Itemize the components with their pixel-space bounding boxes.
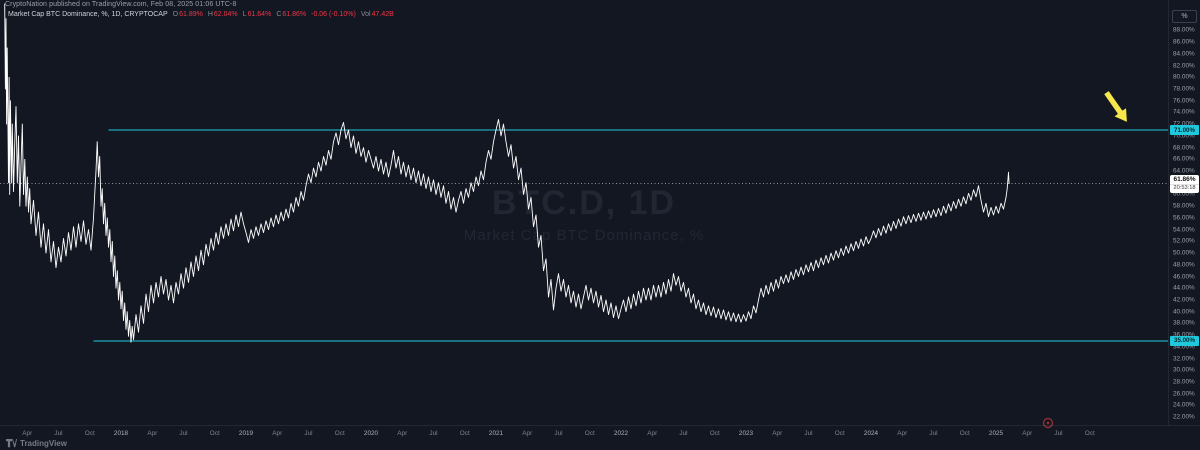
legend-row[interactable]: Market Cap BTC Dominance, %, 1D, CRYPTOC…: [8, 11, 394, 18]
time-tick-month: Apr: [522, 430, 533, 437]
price-tick-label: 82.00%: [1173, 62, 1195, 70]
time-tick-year: 2021: [488, 430, 504, 437]
time-tick-year: 2022: [613, 430, 629, 437]
time-tick-month: Apr: [22, 430, 33, 437]
price-tick-label: 54.00%: [1173, 226, 1195, 234]
price-tick-label: 72.00%: [1173, 121, 1195, 128]
price-tick-label: 46.00%: [1173, 273, 1195, 281]
dominance-line-series[interactable]: [4, 3, 1010, 343]
legend-close: C 61.86%: [276, 11, 307, 18]
time-tick-year: 2018: [113, 430, 129, 437]
price-tick-label: 88.00%: [1173, 26, 1195, 34]
time-tick-month: Jul: [429, 430, 438, 437]
support-price-tag: 35.00%: [1170, 335, 1199, 346]
bar-countdown: 20:53:18: [1170, 183, 1199, 192]
price-tick-label: 48.00%: [1173, 261, 1195, 269]
time-tick-month: Jul: [554, 430, 563, 437]
time-tick-month: Jul: [804, 430, 813, 437]
price-tick-label: 70.00%: [1173, 132, 1195, 140]
time-tick-year: 2024: [863, 430, 879, 437]
time-tick-month: Jul: [1054, 430, 1063, 437]
price-tick-label: 78.00%: [1173, 85, 1195, 93]
price-tick-label: 58.00%: [1173, 202, 1195, 210]
legend-volume: Vol 47.42B: [360, 11, 394, 18]
time-tick-month: Oct: [584, 430, 595, 437]
time-tick-month: Oct: [84, 430, 95, 437]
circle-badge: [1042, 417, 1054, 429]
price-tick-label: 36.00%: [1173, 332, 1195, 339]
price-tick-label: 28.00%: [1173, 378, 1195, 386]
price-tick-label: 26.00%: [1173, 390, 1195, 398]
price-tick-label: 52.00%: [1173, 237, 1195, 245]
time-tick-month: Oct: [959, 430, 970, 437]
price-tick-label: 80.00%: [1173, 73, 1195, 81]
price-tick-label: 56.00%: [1173, 214, 1195, 222]
price-tick-label: 34.00%: [1173, 343, 1195, 351]
price-tick-label: 66.00%: [1173, 155, 1195, 163]
tradingview-logo-text: TradingView: [20, 439, 67, 448]
time-tick-month: Oct: [1084, 430, 1095, 437]
price-tick-label: 38.00%: [1173, 319, 1195, 327]
price-tick-label: 84.00%: [1173, 50, 1195, 58]
time-tick-year: 2019: [238, 430, 254, 437]
time-tick-year: 2023: [738, 430, 754, 437]
tradingview-branding[interactable]: TradingView: [6, 439, 67, 448]
price-tick-label: 60.00%: [1173, 190, 1195, 198]
time-tick-month: Jul: [179, 430, 188, 437]
price-tick-label: 64.00%: [1173, 167, 1195, 175]
price-tick-label: 22.00%: [1173, 413, 1195, 421]
time-tick-month: Apr: [647, 430, 658, 437]
price-axis[interactable]: % 71.00% 35.00% 61.86% 20:53:18 88.00% 86…: [1168, 0, 1200, 425]
price-tick-label: 50.00%: [1173, 249, 1195, 257]
time-tick-month: Apr: [1022, 430, 1033, 437]
legend-low: L 61.64%: [242, 11, 272, 18]
time-tick-month: Apr: [147, 430, 158, 437]
time-tick-month: Apr: [897, 430, 908, 437]
time-tick-month: Jul: [54, 430, 63, 437]
time-tick-month: Apr: [772, 430, 783, 437]
legend-open: O 61.89%: [172, 11, 203, 18]
price-axis-unit: %: [1172, 10, 1197, 23]
time-tick-month: Apr: [272, 430, 283, 437]
time-tick-month: Jul: [679, 430, 688, 437]
price-tick-label: 40.00%: [1173, 308, 1195, 316]
price-tick-label: 68.00%: [1173, 144, 1195, 152]
time-tick-month: Oct: [834, 430, 845, 437]
time-tick-month: Jul: [929, 430, 938, 437]
time-tick-month: Oct: [334, 430, 345, 437]
time-tick-month: Oct: [459, 430, 470, 437]
price-tick-label: 24.00%: [1173, 401, 1195, 409]
price-tick-label: 74.00%: [1173, 108, 1195, 116]
price-tick-label: 76.00%: [1173, 97, 1195, 105]
price-tick-label: 32.00%: [1173, 355, 1195, 363]
last-price-value: 61.86%: [1173, 175, 1196, 183]
resistance-price-tag: 71.00%: [1170, 125, 1199, 135]
time-tick-month: Jul: [304, 430, 313, 437]
price-tick-label: 44.00%: [1173, 284, 1195, 292]
time-tick-year: 2020: [363, 430, 379, 437]
tradingview-logo-icon: [6, 439, 17, 448]
legend-high: H 62.04%: [207, 11, 238, 18]
last-price-tag: 61.86% 20:53:18: [1170, 174, 1199, 193]
price-tick-label: 42.00%: [1173, 296, 1195, 304]
time-tick-month: Oct: [209, 430, 220, 437]
legend-change: -0.06 (-0.10%): [311, 11, 356, 18]
price-tick-label: 30.00%: [1173, 366, 1195, 374]
price-tick-label: 86.00%: [1173, 38, 1195, 46]
time-tick-year: 2025: [988, 430, 1004, 437]
time-tick-month: Apr: [397, 430, 408, 437]
yellow-arrow-annotation[interactable]: [1099, 87, 1135, 128]
symbol-title[interactable]: Market Cap BTC Dominance, %, 1D, CRYPTOC…: [8, 11, 168, 18]
publish-attribution: CryptoNation published on TradingView.co…: [5, 1, 237, 8]
time-axis[interactable]: Apr Jul Oct 2018 Apr Jul Oct 2019 Apr Jul Oct 2020 A…: [0, 425, 1200, 439]
time-tick-month: Oct: [709, 430, 720, 437]
